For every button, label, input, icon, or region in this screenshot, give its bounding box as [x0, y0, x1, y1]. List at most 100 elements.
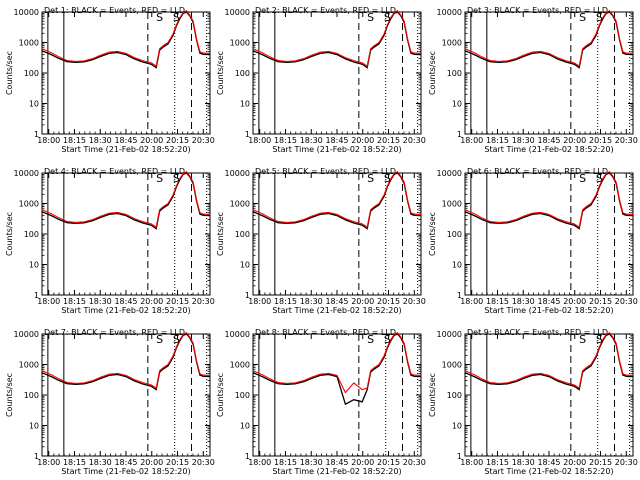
y-tick-label: 1	[34, 452, 39, 461]
y-tick-label: 10000	[14, 169, 39, 178]
x-tick-label: 20:30	[403, 297, 426, 306]
panel-title: Det 8: BLACK = Events, RED = LLD	[255, 328, 396, 337]
y-tick-label: 1	[34, 130, 39, 139]
series-lld-line	[41, 170, 211, 228]
x-tick-label: 18:00	[37, 458, 60, 467]
x-tick-label: 18:45	[537, 458, 560, 467]
x-tick-label: 18:15	[63, 458, 86, 467]
x-tick-label: 20:15	[589, 297, 612, 306]
x-tick-label: 20:15	[166, 458, 189, 467]
y-tick-label: 1000	[230, 39, 250, 48]
x-tick-label: 18:15	[274, 458, 297, 467]
x-tick-label: 18:00	[460, 297, 483, 306]
x-tick-label: 18:45	[114, 297, 137, 306]
panel-title: Det 5: BLACK = Events, RED = LLD	[255, 167, 396, 176]
panel-6: 1 10 100 1000 10000 18:00 18:15 18:30 18:45 20:00…	[428, 167, 638, 315]
y-tick-label: 100	[447, 391, 462, 400]
plot-frame	[464, 333, 634, 457]
x-tick-label: 18:30	[89, 458, 112, 467]
x-tick-label: 20:00	[140, 458, 163, 467]
y-tick-label: 10000	[437, 169, 462, 178]
y-tick-label: 10	[29, 422, 39, 431]
x-tick-label: 18:00	[248, 136, 271, 145]
y-tick-label: 10000	[437, 330, 462, 339]
y-tick-label: 1	[245, 452, 250, 461]
x-tick-label: 18:00	[248, 458, 271, 467]
saa-marker-label: S	[596, 333, 603, 346]
y-tick-label: 1	[245, 291, 250, 300]
x-tick-label: 20:00	[563, 136, 586, 145]
y-tick-label: 10000	[437, 8, 462, 17]
x-tick-label: 18:30	[300, 136, 323, 145]
panel-7: 1 10 100 1000 10000 18:00 18:15 18:30 18:45 20:00…	[5, 328, 215, 476]
saa-marker-label: S	[156, 333, 163, 346]
x-tick-label: 18:45	[114, 458, 137, 467]
plot-frame	[464, 172, 634, 296]
x-tick-label: 18:00	[37, 136, 60, 145]
y-tick-label: 1000	[442, 39, 462, 48]
x-tick-label: 20:30	[192, 458, 215, 467]
x-tick-label: 20:15	[589, 136, 612, 145]
x-axis-label: Start Time (21-Feb-02 18:52:20)	[61, 306, 190, 315]
x-tick-label: 18:45	[537, 297, 560, 306]
plot-frame	[41, 11, 211, 135]
x-tick-label: 18:30	[512, 458, 535, 467]
plot-frame	[252, 333, 422, 457]
series-lld-line	[252, 170, 422, 228]
saa-marker-label: S	[579, 172, 586, 185]
series-lld-line	[252, 9, 422, 67]
y-tick-label: 10000	[14, 8, 39, 17]
panel-8: 1 10 100 1000 10000 18:00 18:15 18:30 18:45 20:00…	[216, 328, 426, 476]
x-tick-label: 18:00	[248, 297, 271, 306]
saa-marker-label: S	[579, 333, 586, 346]
series-events-line	[464, 172, 634, 230]
y-axis-label: Counts/sec	[216, 51, 225, 95]
saa-marker-label: S	[156, 172, 163, 185]
panel-9: 1 10 100 1000 10000 18:00 18:15 18:30 18:45 20:00…	[428, 328, 638, 476]
panel-3: 1 10 100 1000 10000 18:00 18:15 18:30 18:45 20:00…	[428, 6, 638, 154]
x-tick-label: 20:15	[166, 297, 189, 306]
x-tick-label: 18:45	[325, 297, 348, 306]
saa-marker-label: S	[367, 11, 374, 24]
y-tick-label: 10000	[225, 169, 250, 178]
y-tick-label: 1	[457, 130, 462, 139]
panel-2: 1 10 100 1000 10000 18:00 18:15 18:30 18:45 20:00…	[216, 6, 426, 154]
y-axis-label: Counts/sec	[216, 373, 225, 417]
panel-title: Det 3: BLACK = Events, RED = LLD	[467, 6, 608, 15]
x-axis-label: Start Time (21-Feb-02 18:52:20)	[272, 467, 401, 476]
y-tick-label: 1000	[230, 200, 250, 209]
y-tick-label: 1000	[442, 200, 462, 209]
x-axis-label: Start Time (21-Feb-02 18:52:20)	[484, 306, 613, 315]
panel-title: Det 7: BLACK = Events, RED = LLD	[44, 328, 185, 337]
x-tick-label: 18:45	[537, 136, 560, 145]
y-tick-label: 1	[457, 452, 462, 461]
panel-5: 1 10 100 1000 10000 18:00 18:15 18:30 18:45 20:00…	[216, 167, 426, 315]
x-tick-label: 20:30	[403, 136, 426, 145]
y-tick-label: 100	[235, 391, 250, 400]
y-tick-label: 1000	[19, 39, 39, 48]
x-tick-label: 20:00	[140, 297, 163, 306]
x-axis-label: Start Time (21-Feb-02 18:52:20)	[272, 306, 401, 315]
saa-marker-label: S	[367, 333, 374, 346]
series-lld-line	[41, 9, 211, 67]
y-axis-label: Counts/sec	[216, 212, 225, 256]
x-tick-label: 20:00	[563, 458, 586, 467]
x-tick-label: 18:45	[325, 136, 348, 145]
x-tick-label: 18:15	[63, 136, 86, 145]
x-tick-label: 18:30	[89, 136, 112, 145]
y-tick-label: 100	[24, 391, 39, 400]
x-tick-label: 20:15	[377, 136, 400, 145]
plot-frame	[41, 172, 211, 296]
x-tick-label: 18:15	[274, 136, 297, 145]
x-tick-label: 20:00	[351, 458, 374, 467]
x-tick-label: 18:15	[486, 136, 509, 145]
x-tick-label: 18:15	[486, 458, 509, 467]
x-tick-label: 18:45	[325, 458, 348, 467]
x-tick-label: 20:30	[615, 458, 638, 467]
series-events-line	[252, 11, 422, 69]
x-tick-label: 20:00	[351, 297, 374, 306]
x-tick-label: 20:30	[403, 458, 426, 467]
y-axis-label: Counts/sec	[428, 373, 437, 417]
